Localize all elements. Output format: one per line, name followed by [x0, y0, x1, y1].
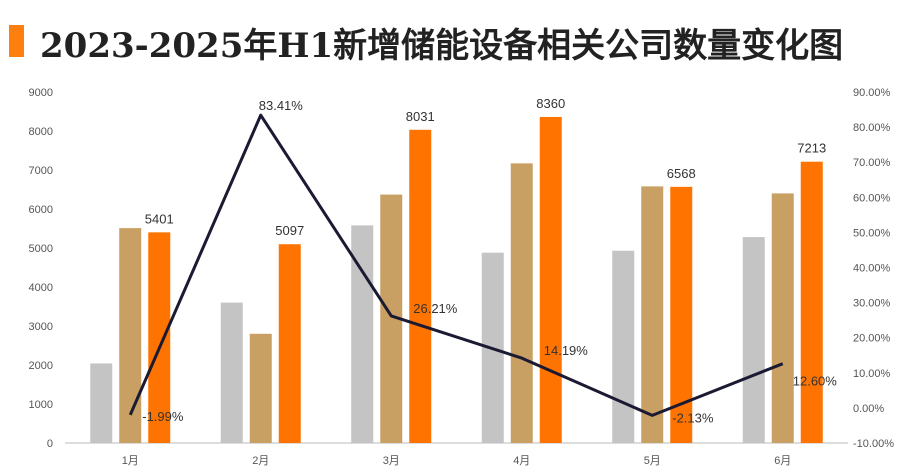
y-tick-right: 70.00% — [853, 157, 891, 169]
y-tick-right: 20.00% — [853, 333, 891, 345]
y-tick-left: 3000 — [29, 321, 53, 333]
data-labels: 5401 5097 8031 8360 6568 7213 -1.99% 83.41% 26.2… — [142, 96, 837, 425]
line-value-label: 83.41% — [259, 98, 304, 113]
bar-s2025 — [800, 161, 823, 443]
y-tick-right: 10.00% — [853, 368, 891, 380]
bar-s2023 — [742, 237, 765, 443]
line-value-label: 26.21% — [413, 301, 458, 316]
bar-value-label: 6568 — [667, 166, 696, 181]
x-tick-label: 3月 — [383, 455, 400, 467]
bar-s2024 — [119, 228, 142, 443]
growth-line-path — [128, 113, 784, 417]
growth-line — [128, 113, 784, 417]
bar-s2024 — [249, 333, 272, 443]
y-tick-left: 9000 — [29, 87, 53, 99]
y-tick-right: 90.00% — [853, 87, 891, 99]
y-tick-left: 8000 — [29, 126, 53, 138]
x-tick-label: 2月 — [252, 455, 269, 467]
x-tick-label: 1月 — [122, 455, 139, 467]
y-tick-right: 50.00% — [853, 227, 891, 239]
bar-value-label: 7213 — [797, 141, 826, 156]
bar-s2025 — [148, 232, 171, 443]
line-value-label: -1.99% — [142, 409, 184, 424]
bars — [90, 116, 823, 444]
y-tick-right: -10.00% — [853, 438, 894, 450]
y-tick-right: 40.00% — [853, 263, 891, 275]
y-tick-left: 4000 — [29, 282, 53, 294]
y-tick-left: 0 — [47, 438, 53, 450]
y-tick-right: 60.00% — [853, 192, 891, 204]
bar-value-label: 8360 — [536, 96, 565, 111]
line-value-label: 12.60% — [793, 374, 838, 389]
bar-s2024 — [771, 193, 794, 443]
line-value-label: -2.13% — [672, 410, 714, 425]
bar-value-label: 5097 — [275, 223, 304, 238]
title-bar: 2023-2025年H1新增储能设备相关公司数量变化图 — [0, 0, 913, 72]
bar-s2024 — [641, 186, 664, 443]
y-tick-right: 30.00% — [853, 298, 891, 310]
y-tick-right: 80.00% — [853, 122, 891, 134]
bar-s2023 — [90, 363, 113, 443]
x-tick-label: 4月 — [513, 455, 530, 467]
line-value-label: 14.19% — [544, 343, 589, 358]
x-tick-label: 5月 — [644, 455, 661, 467]
y-tick-left: 6000 — [29, 204, 53, 216]
y-tick-right: 0.00% — [853, 403, 884, 415]
axes: 0 1000 2000 3000 4000 5000 6000 7000 8000 9000 -10… — [29, 87, 895, 467]
bar-s2025 — [278, 244, 301, 443]
bar-value-label: 5401 — [145, 211, 174, 226]
bar-s2024 — [510, 163, 533, 443]
y-tick-left: 5000 — [29, 243, 53, 255]
title-marker — [9, 25, 24, 57]
y-tick-left: 2000 — [29, 360, 53, 372]
bar-value-label: 8031 — [406, 109, 435, 124]
bar-s2023 — [612, 250, 635, 443]
chart-title: 2023-2025年H1新增储能设备相关公司数量变化图 — [40, 26, 844, 66]
y-tick-left: 7000 — [29, 165, 53, 177]
bar-s2025 — [670, 186, 693, 443]
bar-s2024 — [380, 194, 403, 443]
bar-s2023 — [220, 302, 243, 443]
x-tick-label: 6月 — [774, 455, 791, 467]
y-tick-left: 1000 — [29, 399, 53, 411]
bar-s2025 — [409, 129, 432, 443]
bar-s2025 — [539, 116, 562, 444]
